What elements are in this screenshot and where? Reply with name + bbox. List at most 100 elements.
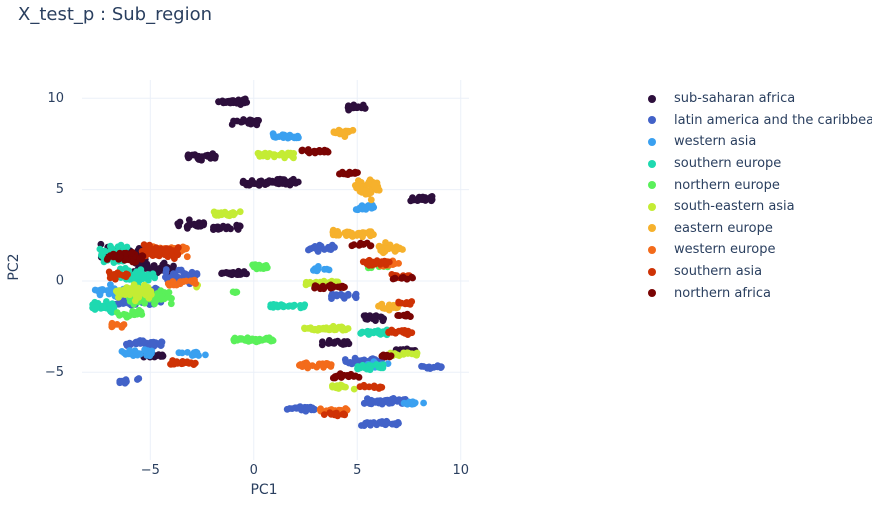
data-point [340,170,347,178]
data-point [103,256,111,263]
data-point [320,325,327,333]
data-point [366,176,374,184]
data-point [247,179,254,187]
data-point [108,272,116,280]
data-point [114,243,122,251]
data-point [356,183,364,190]
data-point [390,328,397,336]
data-point [190,220,198,228]
data-point [423,364,431,371]
data-point [352,372,359,380]
data-point [365,190,373,198]
data-point [385,306,393,314]
data-point [126,298,134,305]
data-point [334,230,342,238]
data-point [276,177,284,185]
data-point [131,340,139,347]
data-point [270,301,277,308]
data-point [153,290,161,297]
data-point [407,197,415,205]
legend-item[interactable]: eastern europe [644,218,872,240]
data-point [348,242,356,250]
legend-item[interactable]: latin america and the caribbean [644,110,872,132]
data-point [323,360,330,367]
data-point [113,321,121,328]
data-point [243,270,251,278]
legend-item[interactable]: northern africa [644,282,872,304]
legend-item[interactable]: sub-saharan africa [644,88,872,110]
legend-item[interactable]: western asia [644,131,872,153]
data-point [359,361,367,369]
data-point [184,151,192,159]
series-western-asia [91,130,427,408]
data-point [371,183,379,191]
data-point [181,244,188,252]
data-point [158,295,166,303]
data-point [140,241,148,249]
data-point [367,419,374,427]
legend-label: eastern europe [674,220,773,236]
x-tick-label: 0 [250,463,258,478]
data-point [219,97,226,105]
data-point [328,292,335,300]
legend-label: western asia [674,134,757,150]
data-point [361,383,369,391]
data-point [407,313,414,320]
data-point [399,328,407,335]
data-point [262,262,270,269]
data-point [347,104,355,112]
data-point [191,360,198,368]
data-point [233,271,241,278]
data-point [129,258,137,266]
data-point [353,104,361,112]
data-point [120,310,128,318]
data-point [180,269,188,277]
data-point [330,340,338,347]
data-point [404,400,411,408]
data-point [357,239,364,247]
data-point [345,373,353,381]
data-point [354,365,361,373]
legend-item[interactable]: western europe [644,239,872,261]
y-tick-label: 10 [47,91,64,106]
legend-item[interactable]: southern europe [644,153,872,175]
legend-item[interactable]: south-eastern asia [644,196,872,218]
data-point [373,257,381,264]
legend-marker-icon [648,181,656,190]
legend-marker-icon [648,94,656,103]
data-point [191,349,199,356]
data-point [294,178,302,186]
data-point [91,286,99,294]
series-sub-saharan-africa [97,95,436,361]
data-point [127,250,135,257]
data-point [139,252,147,260]
data-point [135,375,143,382]
data-point [167,300,175,308]
legend-marker-icon [648,116,656,125]
legend-item[interactable]: southern asia [644,261,872,283]
data-point [234,336,241,344]
data-point [152,296,160,304]
legend-marker-icon [648,137,656,146]
data-point [345,169,353,177]
data-point [133,310,141,318]
data-point [327,283,335,290]
data-point [304,361,312,369]
data-point [398,299,405,307]
data-point [357,329,365,337]
data-point [108,321,116,329]
data-point [366,366,374,374]
data-point [122,376,130,384]
data-point [340,284,347,291]
data-point [100,304,107,311]
data-point [149,340,157,347]
data-point [101,247,109,255]
legend-item[interactable]: northern europe [644,174,872,196]
data-point [116,271,124,278]
data-point [396,312,404,319]
data-point [258,336,266,344]
data-point [266,150,273,157]
data-point [227,99,234,107]
data-point [285,133,292,140]
y-axis-label: PC2 [6,253,22,280]
